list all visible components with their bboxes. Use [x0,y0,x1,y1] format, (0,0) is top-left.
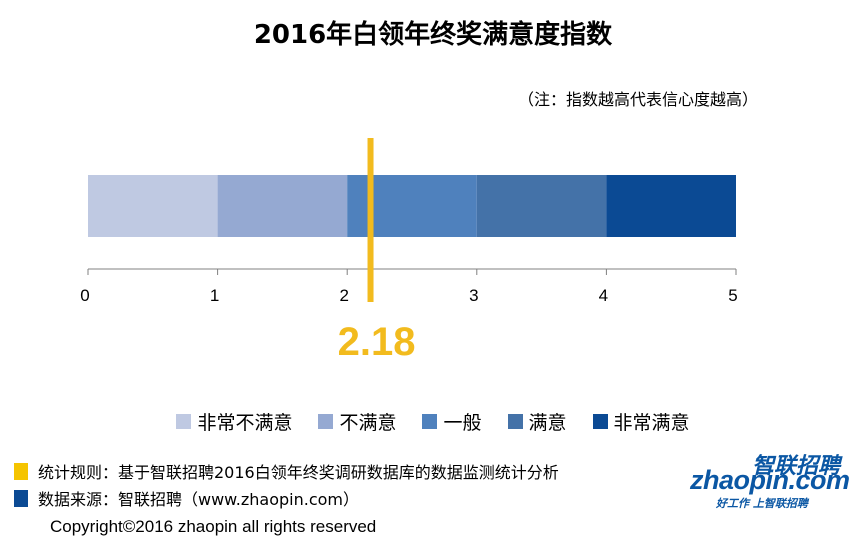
x-tick-label-3: 3 [469,286,478,305]
logo-slogan: 好工作 上智联招聘 [716,497,808,510]
chart-note: （注：指数越高代表信心度越高） [517,90,758,109]
source-marker-icon [14,489,28,507]
legend-label-1: 不满意 [339,412,397,434]
x-tick-label-0: 0 [80,286,89,305]
footer-source-text: 数据来源：智联招聘（www.zhaopin.com） [38,490,360,509]
legend-swatch-2 [422,414,438,429]
legend-label-3: 满意 [528,412,567,434]
legend-label-2: 一般 [443,412,482,434]
legend-item-4: 非常满意 [592,408,690,435]
legend: 非常不满意 不满意 一般 满意 非常满意 [0,408,866,435]
zhaopin-logo: 智联招聘 zhaopin.com 好工作 上智联招聘 [690,448,850,512]
legend-label-4: 非常满意 [613,412,690,434]
footer-source: 数据来源：智联招聘（www.zhaopin.com） [14,486,359,510]
footer-rule: 统计规则：基于智联招聘2016白领年终奖调研数据库的数据监测统计分析 [14,459,559,483]
legend-item-3: 满意 [507,408,567,435]
copyright: Copyright©2016 zhaopin all rights reserv… [50,517,377,536]
legend-label-0: 非常不满意 [197,412,293,434]
legend-swatch-3 [507,414,523,429]
logo-en: zhaopin.com [690,465,850,495]
legend-swatch-0 [176,414,192,429]
rule-marker-icon [14,462,28,480]
x-tick-label-5: 5 [728,286,737,305]
x-tick-label-1: 1 [210,286,219,305]
legend-item-0: 非常不满意 [176,408,292,435]
bar-segment-1 [217,175,348,237]
legend-item-1: 不满意 [318,408,396,435]
x-tick-label-2: 2 [339,286,348,305]
bar-segment-0 [88,175,218,237]
legend-swatch-4 [592,414,608,429]
legend-item-2: 一般 [422,408,482,435]
chart: 0 1 2 3 4 5 2.18 [80,138,738,364]
logo-cn: 智联招聘 [752,454,841,479]
footer-rule-text: 统计规则：基于智联招聘2016白领年终奖调研数据库的数据监测统计分析 [38,463,559,482]
bar-segment-4 [606,175,736,237]
legend-swatch-1 [318,414,334,429]
x-tick-label-4: 4 [599,286,608,305]
bar-segment-2 [347,175,477,237]
chart-title: 2016年白领年终奖满意度指数 [253,20,613,50]
bar-segment-3 [476,175,607,237]
marker-label: 2.18 [338,320,416,364]
